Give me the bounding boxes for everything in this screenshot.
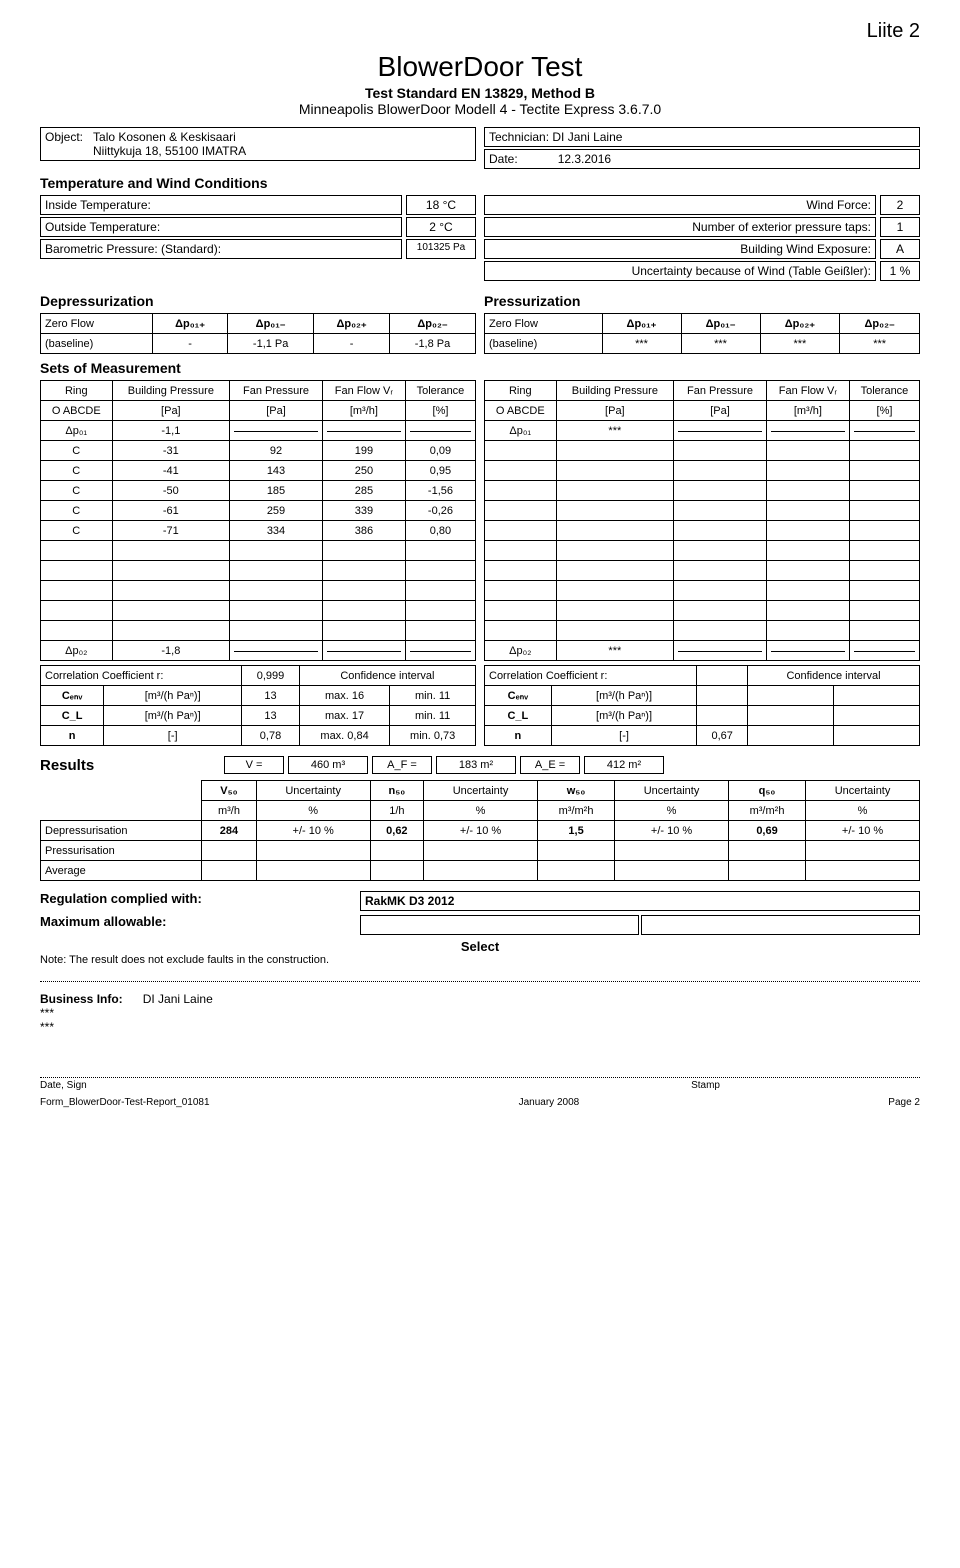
max-allowable-label: Maximum allowable:	[40, 914, 340, 929]
header-right: Liite 2	[40, 20, 920, 43]
subtitle2: Minneapolis BlowerDoor Modell 4 - Tectit…	[40, 101, 920, 117]
inside-temp-val: 18 °C	[406, 195, 476, 215]
date-sign: Date, Sign	[40, 1080, 87, 1091]
object-address: Niittykuja 18, 55100 IMATRA	[93, 144, 246, 158]
exposure-val: A	[880, 239, 920, 259]
corr-press: Correlation Coefficient r:Confidence int…	[484, 665, 920, 746]
select-label: Select	[40, 939, 920, 954]
wind-force-label: Wind Force:	[806, 198, 871, 212]
depress-title: Depressurization	[40, 293, 476, 309]
max-box-2	[641, 915, 920, 935]
date-box: Date: 12.3.2016	[484, 149, 920, 169]
wind-force-val: 2	[880, 195, 920, 215]
technician-value: DI Jani Laine	[552, 130, 622, 144]
sets-title: Sets of Measurement	[40, 360, 920, 376]
corr-depress: Correlation Coefficient r:0,999Confidenc…	[40, 665, 476, 746]
footer: Form_BlowerDoor-Test-Report_01081 Januar…	[40, 1097, 920, 1108]
regulation-label: Regulation complied with:	[40, 891, 340, 906]
results-header: Results V = 460 m³ A_F = 183 m² A_E = 41…	[40, 756, 920, 774]
zero-flow-press: Zero FlowΔp₀₁₊Δp₀₁₋Δp₀₂₊Δp₀₂₋ (baseline)…	[484, 313, 920, 354]
baro-val: 101325 Pa	[406, 239, 476, 259]
stars-1: ***	[40, 1006, 920, 1020]
uncertainty-val: 1 %	[880, 261, 920, 281]
sets-press-table: RingBuilding PressureFan PressureFan Flo…	[484, 380, 920, 661]
stamp: Stamp	[691, 1080, 720, 1091]
outside-temp-label: Outside Temperature:	[45, 220, 160, 234]
zero-flow-depress: Zero FlowΔp₀₁₊Δp₀₁₋Δp₀₂₊Δp₀₂₋ (baseline)…	[40, 313, 476, 354]
stars-2: ***	[40, 1020, 920, 1034]
business-value: DI Jani Laine	[143, 992, 213, 1006]
max-box-1	[360, 915, 639, 935]
results-table: V₅₀Uncertainty n₅₀Uncertainty w₅₀Uncerta…	[40, 780, 920, 881]
sets-depress-table: RingBuilding PressureFan PressureFan Flo…	[40, 380, 476, 661]
press-title: Pressurization	[484, 293, 920, 309]
technician-box: Technician: DI Jani Laine	[484, 127, 920, 147]
taps-label: Number of exterior pressure taps:	[692, 220, 871, 234]
baro-label: Barometric Pressure: (Standard):	[45, 242, 221, 256]
title: BlowerDoor Test	[40, 51, 920, 83]
object-label: Object:	[45, 130, 83, 144]
business-label: Business Info:	[40, 992, 123, 1006]
object-name: Talo Kosonen & Keskisaari	[93, 130, 236, 144]
temp-wind-title: Temperature and Wind Conditions	[40, 175, 920, 191]
note: Note: The result does not exclude faults…	[40, 954, 920, 966]
technician-label: Technician:	[489, 130, 549, 144]
regulation-value: RakMK D3 2012	[360, 891, 920, 911]
date-value: 12.3.2016	[558, 152, 611, 166]
exposure-label: Building Wind Exposure:	[740, 242, 871, 256]
object-box: Object: Talo Kosonen & Keskisaari Niitty…	[40, 127, 476, 161]
subtitle1: Test Standard EN 13829, Method B	[40, 85, 920, 101]
inside-temp-label: Inside Temperature:	[45, 198, 151, 212]
outside-temp-val: 2 °C	[406, 217, 476, 237]
date-label: Date:	[489, 152, 518, 166]
uncertainty-label: Uncertainty because of Wind (Table Geißl…	[632, 264, 871, 278]
taps-val: 1	[880, 217, 920, 237]
